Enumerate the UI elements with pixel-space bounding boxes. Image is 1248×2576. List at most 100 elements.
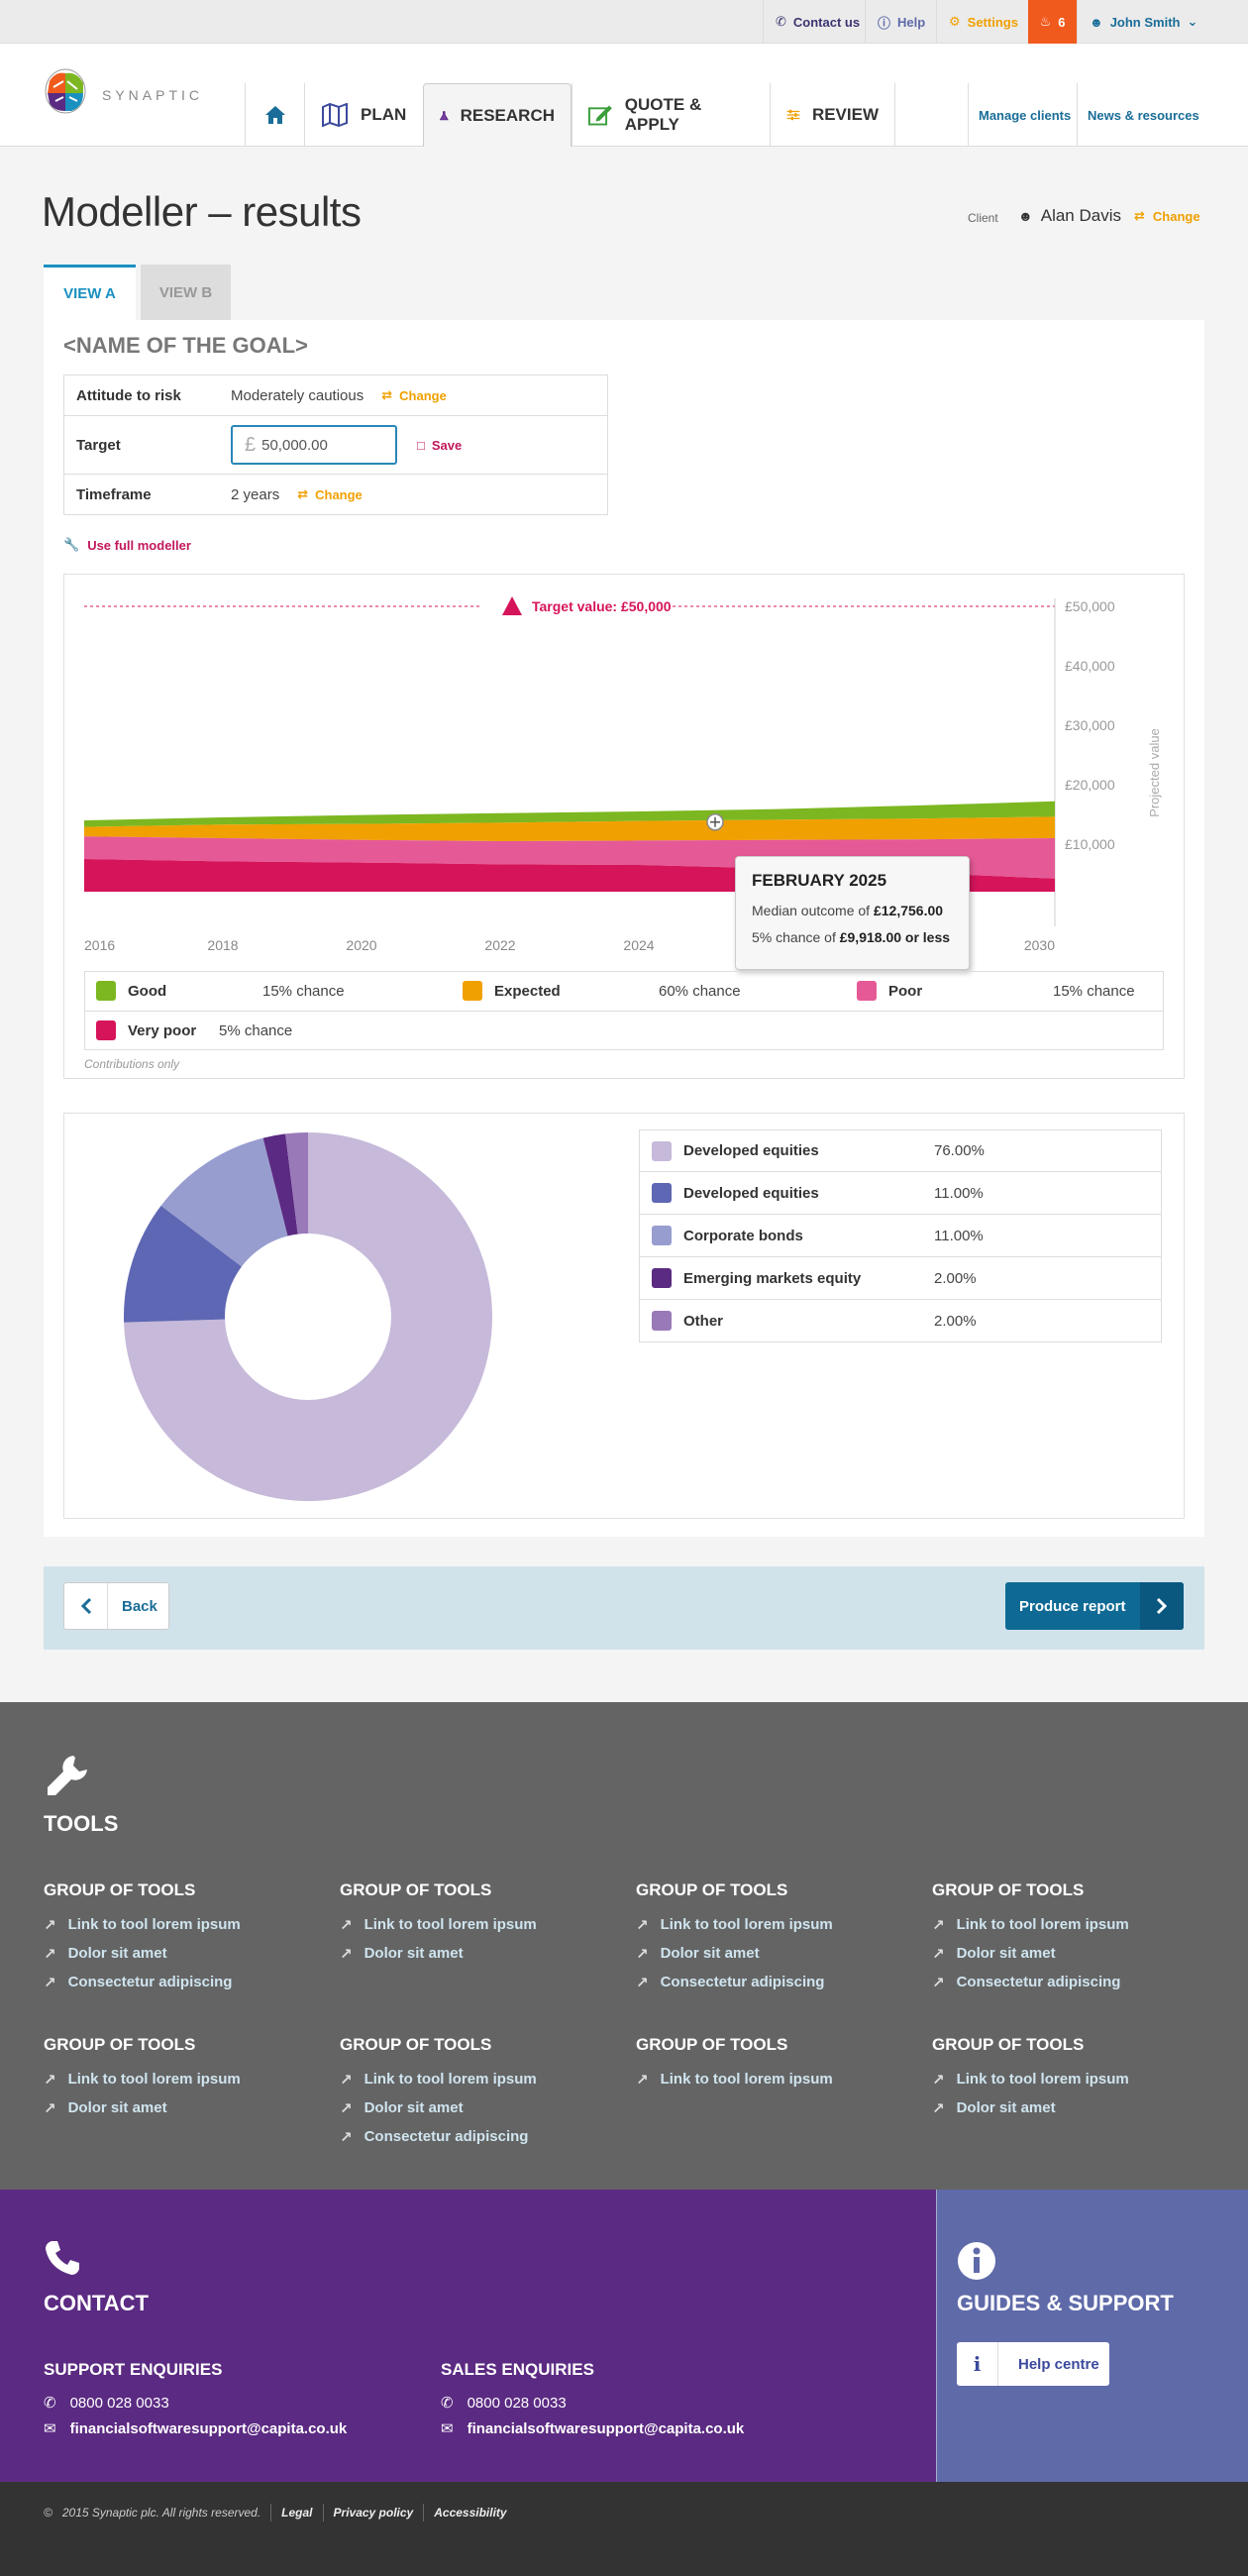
tool-link[interactable]: ↗ Link to tool lorem ipsum <box>932 1916 1129 1934</box>
legend-swatch <box>652 1140 672 1161</box>
tool-group-title: GROUP OF TOOLS <box>44 2035 196 2054</box>
target-input[interactable]: £ 50,000.00 <box>231 425 397 465</box>
tool-group: GROUP OF TOOLS ↗ Link to tool lorem ipsum ↗… <box>340 1880 627 1968</box>
allocation-donut-svg <box>124 1132 492 1501</box>
nav-review[interactable]: REVIEW <box>770 83 895 147</box>
external-link-icon: ↗ <box>340 2128 353 2146</box>
donut-slice[interactable] <box>262 1133 298 1236</box>
support-email-link[interactable]: ✉ financialsoftwaresupport@capita.co.uk <box>44 2419 348 2438</box>
phone-icon <box>46 2241 79 2275</box>
goal-title: <NAME OF THE GOAL> <box>63 333 308 358</box>
tab-view-a[interactable]: VIEW A <box>44 265 136 320</box>
change-client-link[interactable]: ⇄ Change <box>1134 208 1200 224</box>
save-button[interactable]: □ Save <box>417 437 463 453</box>
chart-tooltip: FEBRUARY 2025 Median outcome of £12,756.… <box>735 856 970 970</box>
nav-plan[interactable]: PLAN <box>304 83 423 147</box>
allocation-row: Emerging markets equity 2.00% <box>639 1257 1162 1300</box>
tool-link[interactable]: ↗ Link to tool lorem ipsum <box>44 1916 241 1934</box>
guides-title: GUIDES & SUPPORT <box>957 2291 1174 2315</box>
allocation-legend: Developed equities 76.00% Developed equit… <box>639 1129 1162 1342</box>
guides-support-section: GUIDES & SUPPORT i Help centre <box>936 2190 1248 2482</box>
produce-report-button[interactable]: Produce report <box>1005 1582 1184 1630</box>
sales-email-link[interactable]: ✉ financialsoftwaresupport@capita.co.uk <box>441 2419 745 2438</box>
tool-link[interactable]: ↗ Dolor sit amet <box>340 1945 464 1963</box>
user-menu[interactable]: ☻ John Smith ⌄ <box>1077 0 1209 44</box>
wrench-icon <box>48 1756 87 1795</box>
tool-link[interactable]: ↗ Link to tool lorem ipsum <box>932 2071 1129 2089</box>
tool-group-title: GROUP OF TOOLS <box>636 2035 788 2054</box>
tool-link[interactable]: ↗ Dolor sit amet <box>636 1945 760 1963</box>
legal-link[interactable]: Legal <box>281 2506 313 2520</box>
tools-footer: TOOLS GROUP OF TOOLS ↗ Link to tool lorem … <box>0 1702 1248 2190</box>
notifications-button[interactable]: ♨ 6 <box>1028 0 1077 44</box>
tool-link[interactable]: ↗ Consectetur adipiscing <box>340 2128 529 2146</box>
use-full-modeller-link[interactable]: 🔧 Use full modeller <box>63 537 191 553</box>
support-enquiries: SUPPORT ENQUIRIES ✆ 0800 028 0033 ✉ financ… <box>44 2360 347 2441</box>
tool-link[interactable]: ↗ Dolor sit amet <box>44 1945 167 1963</box>
tool-link[interactable]: ↗ Consectetur adipiscing <box>932 1974 1121 1991</box>
target-label: Target <box>76 436 121 454</box>
legend-very-poor-chance: 5% chance <box>219 1022 293 1039</box>
user-icon: ☻ <box>1090 14 1103 30</box>
series-band-expected <box>84 816 1055 841</box>
external-link-icon: ↗ <box>932 2071 945 2089</box>
change-timeframe-link[interactable]: ⇄ Change <box>297 486 363 502</box>
tab-view-b[interactable]: VIEW B <box>141 265 231 320</box>
move-cursor-icon <box>710 816 720 827</box>
allocation-row: Developed equities 76.00% <box>639 1129 1162 1172</box>
tool-link[interactable]: ↗ Link to tool lorem ipsum <box>636 1916 833 1934</box>
donut-slice[interactable] <box>285 1132 308 1234</box>
tool-link[interactable]: ↗ Consectetur adipiscing <box>636 1974 825 1991</box>
tool-link[interactable]: ↗ Link to tool lorem ipsum <box>340 2071 537 2089</box>
bottom-bar: © 2015 Synaptic plc. All rights reserved… <box>0 2482 1248 2576</box>
change-attitude-link[interactable]: ⇄ Change <box>381 387 447 403</box>
tool-link[interactable]: ↗ Link to tool lorem ipsum <box>340 1916 537 1934</box>
help-centre-button[interactable]: i Help centre <box>957 2342 1109 2386</box>
external-link-icon: ↗ <box>340 2099 353 2117</box>
manage-clients-link[interactable]: Manage clients <box>968 83 1081 147</box>
nav-quote-apply[interactable]: QUOTE & APPLY <box>572 83 770 147</box>
settings-link[interactable]: ⚙ Settings <box>936 0 1030 44</box>
swap-icon: ⇄ <box>1134 208 1145 223</box>
tool-group-title: GROUP OF TOOLS <box>340 2035 492 2054</box>
donut-slice[interactable] <box>160 1137 288 1267</box>
nav-research[interactable]: RESEARCH <box>423 83 572 148</box>
nav-home[interactable] <box>245 83 304 147</box>
donut-slice[interactable] <box>124 1132 492 1501</box>
y-tick-label: £10,000 <box>1065 836 1115 852</box>
external-link-icon: ↗ <box>636 2071 649 2089</box>
legend-swatch <box>96 1020 116 1040</box>
privacy-link[interactable]: Privacy policy <box>333 2506 414 2520</box>
envelope-icon: ✉ <box>44 2420 56 2437</box>
results-panel: <NAME OF THE GOAL> Attitude to risk Mode… <box>44 320 1204 1537</box>
attitude-label: Attitude to risk <box>76 386 181 404</box>
floppy-icon: □ <box>417 437 425 453</box>
tool-link[interactable]: ↗ Dolor sit amet <box>932 1945 1056 1963</box>
client-name: ☻ Alan Davis <box>1018 206 1121 225</box>
tool-link[interactable]: ↗ Consectetur adipiscing <box>44 1974 233 1991</box>
tool-group-title: GROUP OF TOOLS <box>44 1880 196 1899</box>
chevron-right-icon <box>1140 1582 1184 1630</box>
back-button[interactable]: Back <box>63 1582 169 1630</box>
tool-link[interactable]: ↗ Link to tool lorem ipsum <box>44 2071 241 2089</box>
tool-link[interactable]: ↗ Dolor sit amet <box>340 2099 464 2117</box>
bell-icon: ♨ <box>1039 14 1052 29</box>
tool-link[interactable]: ↗ Dolor sit amet <box>932 2099 1056 2117</box>
y-tick-label: £30,000 <box>1065 717 1115 733</box>
contact-us-link[interactable]: ✆ Contact us <box>763 0 872 44</box>
news-resources-link[interactable]: News & resources <box>1077 83 1209 147</box>
projection-chart-svg: Target value: £50,000 £10,000 £20,000 £30,0… <box>84 595 1162 953</box>
edit-icon <box>588 105 612 126</box>
copyright-icon: © <box>44 2506 52 2520</box>
tool-group-title: GROUP OF TOOLS <box>932 1880 1085 1899</box>
chevron-down-icon: ⌄ <box>1187 14 1198 29</box>
help-link[interactable]: ⓘ Help <box>865 0 937 44</box>
donut-slice[interactable] <box>124 1205 242 1323</box>
attitude-row: Attitude to risk Moderately cautious ⇄ C… <box>63 375 608 416</box>
target-value: 50,000.00 <box>261 436 328 454</box>
accessibility-link[interactable]: Accessibility <box>434 2506 507 2520</box>
brain-logo-icon[interactable] <box>44 67 87 119</box>
external-link-icon: ↗ <box>932 1945 945 1963</box>
tool-link[interactable]: ↗ Link to tool lorem ipsum <box>636 2071 833 2089</box>
tool-link[interactable]: ↗ Dolor sit amet <box>44 2099 167 2117</box>
